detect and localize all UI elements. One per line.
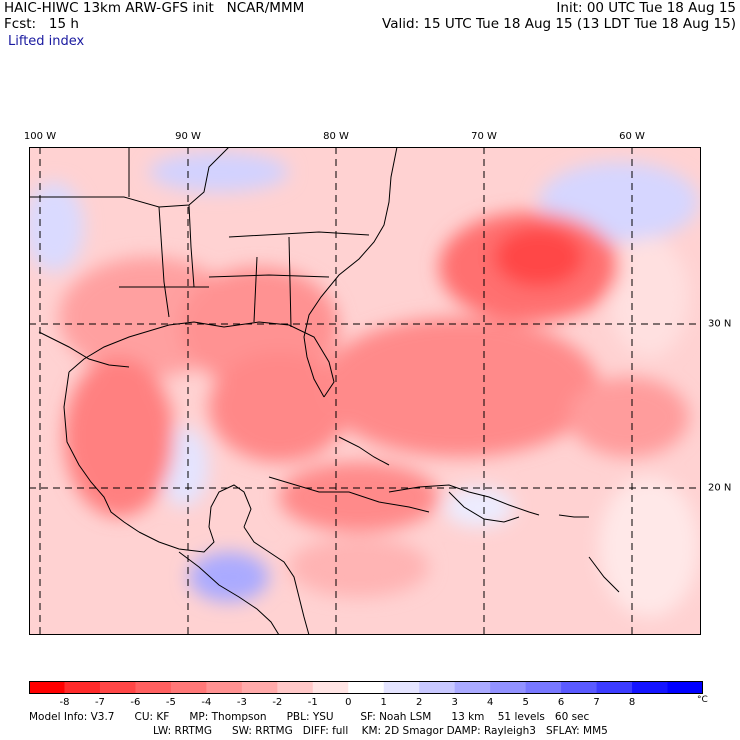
colorbar-tick-label: -2 (272, 697, 283, 708)
colorbar-swatch (419, 681, 456, 694)
lat-label-30n: 30 N (708, 318, 732, 330)
valid-time: Valid: 15 UTC Tue 18 Aug 15 (13 LDT Tue … (382, 16, 736, 32)
lat-label-20n: 20 N (708, 482, 732, 494)
colorbar-tick-label: -3 (236, 697, 247, 708)
colorbar-swatch (454, 681, 491, 694)
colorbar (29, 681, 703, 694)
colorbar-tick-label: -1 (307, 697, 318, 708)
coastlines (29, 147, 620, 635)
map-frame (29, 147, 701, 635)
colorbar-swatch (667, 681, 703, 694)
colorbar-tick-label: 1 (380, 697, 387, 708)
model-info-line-1: Model Info: V3.7 CU: KF MP: Thompson PBL… (29, 711, 590, 723)
colorbar-unit: °C (697, 695, 708, 705)
lon-label-80w: 80 W (323, 131, 349, 142)
colorbar-tick-label: 8 (628, 697, 636, 708)
colorbar-tick-label: -7 (94, 697, 105, 708)
lon-label-100w: 100 W (23, 131, 57, 142)
lon-label-90w: 90 W (175, 131, 201, 142)
colorbar-tick-label: 2 (416, 697, 423, 708)
colorbar-tick-label: 6 (557, 697, 565, 708)
colorbar-swatch (277, 681, 314, 694)
colorbar-swatch (135, 681, 172, 694)
colorbar-tick-label: -4 (201, 697, 212, 708)
colorbar-swatch (561, 681, 598, 694)
colorbar-swatch (383, 681, 420, 694)
colorbar-tick-label: 3 (451, 697, 458, 708)
colorbar-swatch (64, 681, 101, 694)
colorbar-swatch (596, 681, 633, 694)
colorbar-swatch (312, 681, 349, 694)
colorbar-swatch (206, 681, 243, 694)
colorbar-swatch (525, 681, 562, 694)
colorbar-tick-label: 4 (486, 697, 494, 708)
colorbar-tick-label: -8 (59, 697, 70, 708)
lon-label-70w: 70 W (471, 131, 497, 142)
colorbar-swatch (99, 681, 136, 694)
field-name: Lifted index (8, 34, 85, 49)
colorbar-tick-label: 5 (522, 697, 529, 708)
model-info-line-2: LW: RRTMG SW: RRTMG DIFF: full KM: 2D Sm… (153, 725, 608, 737)
lon-label-60w: 60 W (619, 131, 645, 142)
colorbar-swatch (170, 681, 207, 694)
colorbar-swatch (632, 681, 669, 694)
colorbar-swatch (490, 681, 527, 694)
product-title: HAIC-HIWC 13km ARW-GFS init NCAR/MMM (4, 0, 305, 16)
colorbar-tick-label: -6 (130, 697, 141, 708)
init-time: Init: 00 UTC Tue 18 Aug 15 (556, 0, 736, 16)
colorbar-swatch (29, 681, 65, 694)
lifted-index-map (29, 147, 701, 635)
colorbar-swatch (348, 681, 385, 694)
graticule (29, 147, 701, 635)
forecast-hour: Fcst: 15 h (4, 16, 79, 32)
colorbar-frame (29, 681, 703, 694)
colorbar-tick-label: -5 (165, 697, 176, 708)
colorbar-tick-label: 7 (593, 697, 600, 708)
colorbar-tick-label: 0 (345, 697, 352, 708)
colorbar-swatch (241, 681, 278, 694)
